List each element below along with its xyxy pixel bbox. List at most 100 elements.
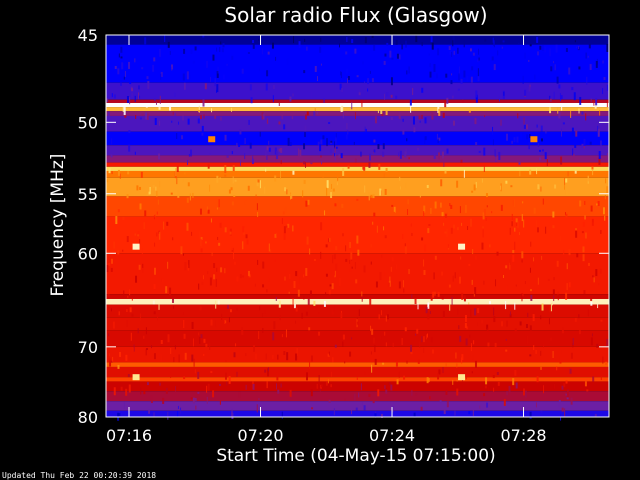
noise-streak <box>139 117 142 120</box>
noise-streak <box>549 48 551 57</box>
noise-streak <box>591 218 594 226</box>
noise-streak <box>214 114 217 119</box>
noise-streak <box>378 163 381 170</box>
frequency-band <box>106 381 609 392</box>
noise-streak <box>145 103 148 108</box>
noise-streak <box>287 223 290 228</box>
noise-streak <box>370 351 372 355</box>
noise-streak <box>215 278 217 287</box>
noise-streak <box>326 180 329 189</box>
noise-streak <box>224 320 226 325</box>
noise-streak <box>203 275 205 280</box>
noise-streak <box>160 354 163 362</box>
noise-streak <box>363 265 366 273</box>
noise-streak <box>200 236 203 240</box>
noise-streak <box>382 143 385 150</box>
noise-streak <box>154 98 156 102</box>
noise-streak <box>257 179 260 183</box>
noise-streak <box>436 73 438 79</box>
noise-streak <box>461 222 463 226</box>
noise-streak <box>198 109 201 112</box>
noise-streak <box>126 96 129 104</box>
noise-streak <box>257 212 259 218</box>
noise-streak <box>170 372 172 379</box>
noise-streak <box>584 232 587 239</box>
noise-streak <box>524 89 527 96</box>
noise-streak <box>226 155 229 158</box>
noise-streak <box>398 281 401 289</box>
noise-streak <box>358 392 360 398</box>
noise-streak <box>553 383 555 389</box>
noise-streak <box>524 52 526 59</box>
noise-streak <box>395 361 398 367</box>
noise-streak <box>416 328 419 334</box>
noise-streak <box>270 249 272 253</box>
noise-streak <box>324 210 326 216</box>
noise-streak <box>453 120 456 126</box>
noise-streak <box>289 96 292 102</box>
noise-streak <box>451 296 453 305</box>
noise-streak <box>353 393 356 401</box>
noise-streak <box>438 137 441 141</box>
noise-streak <box>539 157 542 161</box>
noise-streak <box>444 231 447 234</box>
noise-streak <box>529 325 532 331</box>
noise-streak <box>599 110 601 116</box>
noise-streak <box>203 353 205 356</box>
noise-streak <box>384 53 387 57</box>
noise-streak <box>377 389 380 397</box>
frequency-band <box>106 35 609 45</box>
noise-streak <box>444 100 447 108</box>
noise-streak <box>289 389 292 397</box>
noise-streak <box>174 113 176 122</box>
noise-streak <box>452 275 454 282</box>
noise-streak <box>470 76 473 83</box>
noise-streak <box>606 43 609 52</box>
noise-streak <box>560 128 562 137</box>
noise-streak <box>402 234 404 240</box>
noise-streak <box>424 137 426 145</box>
noise-streak <box>206 385 208 393</box>
noise-streak <box>430 294 433 301</box>
noise-streak <box>427 302 430 309</box>
noise-streak <box>262 261 265 269</box>
y-tick-label: 50 <box>78 113 98 132</box>
noise-streak <box>281 113 283 120</box>
noise-streak <box>605 361 608 365</box>
noise-streak <box>335 146 338 149</box>
noise-streak <box>495 156 498 161</box>
noise-streak <box>109 360 112 367</box>
noise-streak <box>440 202 442 208</box>
noise-streak <box>173 305 175 309</box>
noise-streak <box>182 253 184 256</box>
noise-streak <box>148 191 151 195</box>
noise-streak <box>464 322 467 328</box>
noise-streak <box>529 169 532 175</box>
noise-streak <box>307 298 310 305</box>
noise-streak <box>512 200 514 206</box>
noise-streak <box>430 337 433 343</box>
noise-streak <box>334 275 336 278</box>
noise-streak <box>486 324 489 330</box>
noise-streak <box>206 396 208 404</box>
noise-streak <box>440 179 443 187</box>
noise-streak <box>234 47 236 53</box>
noise-streak <box>249 84 252 91</box>
noise-streak <box>419 341 421 348</box>
noise-streak <box>345 51 348 55</box>
noise-streak <box>254 283 256 287</box>
noise-streak <box>544 152 547 160</box>
noise-streak <box>384 331 386 336</box>
noise-streak <box>388 382 391 386</box>
noise-streak <box>177 411 179 418</box>
noise-streak <box>600 229 602 234</box>
noise-streak <box>410 350 413 355</box>
noise-streak <box>421 114 423 119</box>
noise-streak <box>139 239 141 246</box>
noise-streak <box>167 261 169 269</box>
noise-streak <box>255 353 257 360</box>
noise-streak <box>183 319 185 328</box>
noise-streak <box>271 42 274 49</box>
noise-streak <box>209 184 211 192</box>
noise-streak <box>194 369 196 374</box>
